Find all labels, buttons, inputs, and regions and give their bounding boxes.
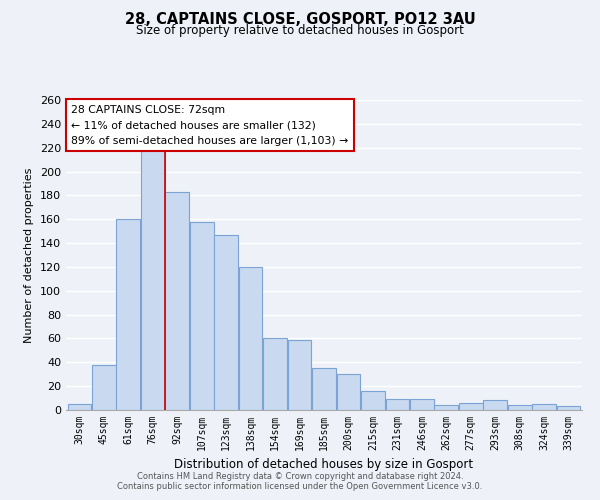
Bar	[361, 391, 385, 410]
Text: Contains HM Land Registry data © Crown copyright and database right 2024.: Contains HM Land Registry data © Crown c…	[137, 472, 463, 481]
Bar	[337, 374, 361, 410]
Bar	[287, 340, 311, 410]
Bar	[484, 400, 507, 410]
Text: 28, CAPTAINS CLOSE, GOSPORT, PO12 3AU: 28, CAPTAINS CLOSE, GOSPORT, PO12 3AU	[125, 12, 475, 28]
Bar	[557, 406, 580, 410]
Bar	[434, 405, 458, 410]
Bar	[190, 222, 214, 410]
Bar	[68, 404, 91, 410]
Bar	[459, 403, 482, 410]
Bar	[166, 192, 189, 410]
Bar	[312, 368, 336, 410]
Bar	[239, 267, 262, 410]
Bar	[386, 400, 409, 410]
Bar	[116, 219, 140, 410]
Bar	[92, 364, 116, 410]
Text: 28 CAPTAINS CLOSE: 72sqm
← 11% of detached houses are smaller (132)
89% of semi-: 28 CAPTAINS CLOSE: 72sqm ← 11% of detach…	[71, 104, 349, 146]
Bar	[508, 405, 532, 410]
Bar	[263, 338, 287, 410]
Bar	[410, 400, 434, 410]
X-axis label: Distribution of detached houses by size in Gosport: Distribution of detached houses by size …	[175, 458, 473, 471]
Y-axis label: Number of detached properties: Number of detached properties	[25, 168, 34, 342]
Text: Contains public sector information licensed under the Open Government Licence v3: Contains public sector information licen…	[118, 482, 482, 491]
Text: Size of property relative to detached houses in Gosport: Size of property relative to detached ho…	[136, 24, 464, 37]
Bar	[214, 234, 238, 410]
Bar	[532, 404, 556, 410]
Bar	[141, 149, 164, 410]
